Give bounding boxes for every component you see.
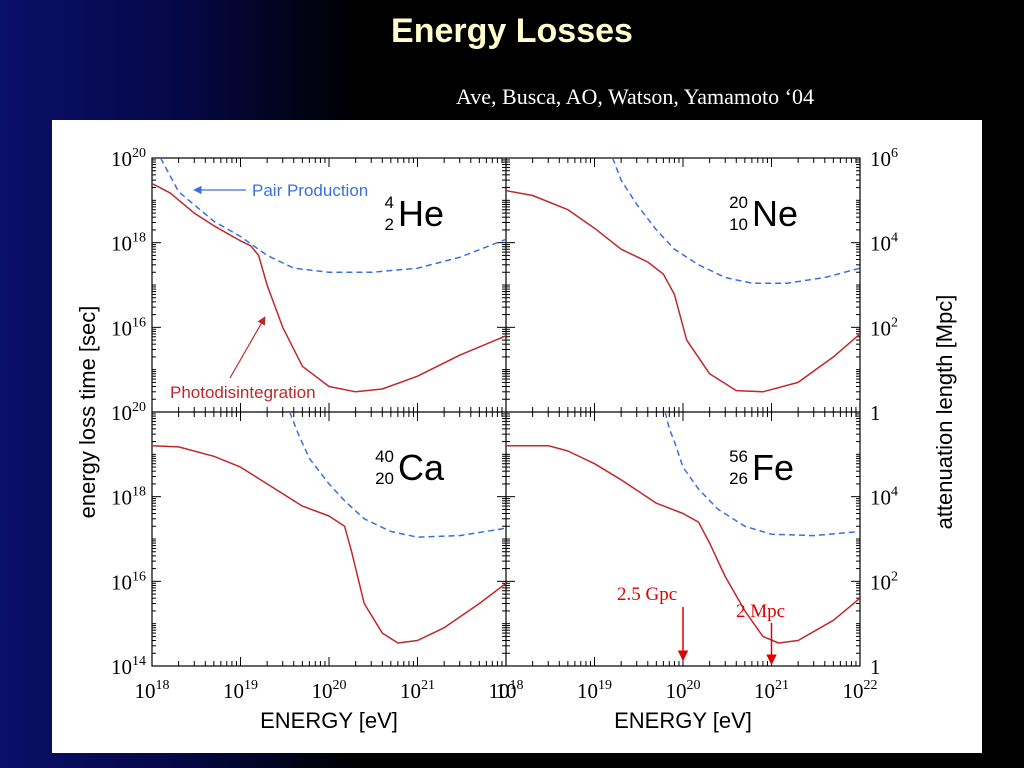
panel-he: He4 2 — [152, 158, 506, 393]
nucleus-charge-number: 10 — [729, 215, 748, 234]
x-axis-label: ENERGY [eV] — [260, 708, 398, 733]
y-axis-label-left: energy loss time [sec] — [75, 306, 100, 519]
x-tick-label: 1019 — [577, 678, 612, 703]
annotation-2-mpc: 2 Mpc — [736, 601, 785, 622]
nucleus-symbol: He — [398, 193, 444, 234]
nucleus-charge-number: 20 — [375, 469, 394, 488]
nucleus-symbol: Ca — [398, 447, 445, 488]
citation: Ave, Busca, AO, Watson, Yamamoto ‘04 — [456, 84, 814, 109]
x-tick-label: 1021 — [754, 678, 789, 703]
x-tick-label: 1020 — [312, 678, 347, 703]
pair-production-curve — [664, 412, 860, 537]
y-tick-label-right: 1 — [870, 655, 881, 679]
nucleus-charge-number: 2 — [385, 215, 394, 234]
nucleus-symbol: Fe — [752, 447, 794, 488]
y-tick-label-right: 102 — [870, 315, 898, 340]
pair-production-curve — [611, 158, 860, 284]
x-tick-label: 1018 — [489, 678, 524, 703]
y-tick-label-left: 1014 — [111, 654, 146, 679]
y-tick-label-left: 1016 — [111, 315, 146, 340]
annotation-2-5-gpc: 2.5 Gpc — [617, 584, 677, 605]
annotation-pair-production: Pair Production — [252, 181, 368, 200]
annotation-photodisintegration: Photodisintegration — [170, 383, 316, 402]
y-tick-label-left: 1018 — [111, 231, 146, 256]
y-tick-label-left: 1020 — [111, 400, 146, 425]
annotation-arrow-photo — [229, 316, 266, 379]
x-tick-label: 10 — [496, 679, 517, 703]
nucleus-mass-number: 40 — [375, 447, 394, 466]
photodisintegration-curve — [152, 182, 506, 393]
x-tick-label: 1022 — [843, 678, 878, 703]
y-tick-label-right: 104 — [870, 485, 898, 510]
x-tick-label: 1020 — [666, 678, 701, 703]
nucleus-mass-number: 56 — [729, 447, 748, 466]
nucleus-charge-number: 26 — [729, 469, 748, 488]
nucleus-symbol: Ne — [752, 193, 798, 234]
pair-production-curve — [289, 412, 506, 538]
y-tick-label-left: 1018 — [111, 485, 146, 510]
figure-panel: 1018 1018 1019 1019 1020 1020 1021 1021 10 1022 10… — [52, 120, 982, 753]
x-tick-label: 1018 — [135, 678, 170, 703]
x-tick-label: 1021 — [400, 678, 435, 703]
y-tick-label-left: 1020 — [111, 146, 146, 171]
pair-production-curve — [159, 158, 506, 274]
nucleus-mass-number: 4 — [385, 193, 394, 212]
slide-title: Energy Losses — [391, 12, 633, 50]
x-tick-label: 1019 — [223, 678, 258, 703]
y-tick-label-right: 104 — [870, 231, 898, 256]
y-axis-label-right: attenuation length [Mpc] — [932, 295, 957, 530]
photodisintegration-curve — [152, 444, 506, 644]
photodisintegration-curve — [506, 444, 860, 644]
y-tick-label-left: 1016 — [111, 569, 146, 594]
nucleus-mass-number: 20 — [729, 193, 748, 212]
x-axis-label: ENERGY [eV] — [614, 708, 752, 733]
y-tick-label-right: 102 — [870, 569, 898, 594]
y-tick-label-right: 106 — [870, 146, 898, 171]
y-tick-label-right: 1 — [870, 401, 881, 425]
photodisintegration-curve — [506, 189, 860, 393]
